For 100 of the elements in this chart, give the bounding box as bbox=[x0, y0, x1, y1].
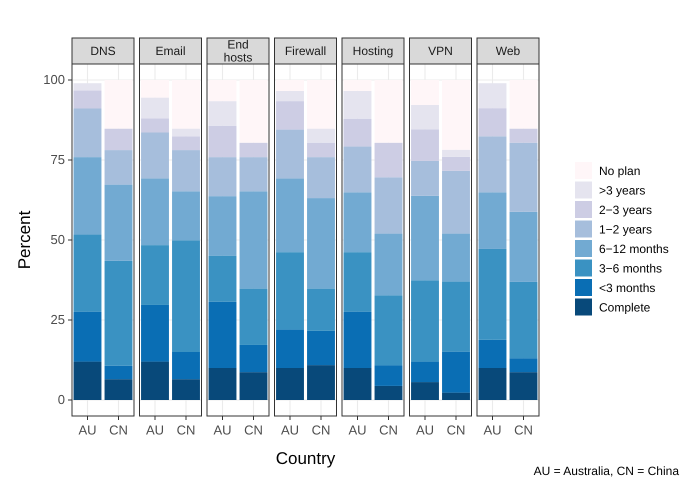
bar bbox=[172, 191, 200, 240]
bar bbox=[141, 132, 169, 179]
legend-label: >3 years bbox=[599, 184, 646, 198]
bar bbox=[478, 368, 506, 400]
x-tick-label: CN bbox=[244, 422, 263, 438]
bar bbox=[374, 177, 402, 234]
bar bbox=[240, 157, 268, 192]
bar bbox=[276, 178, 304, 252]
y-tick-label: 25 bbox=[50, 312, 65, 328]
chart-title: Email bbox=[155, 44, 186, 58]
bar bbox=[478, 192, 506, 249]
bar bbox=[510, 212, 538, 282]
bar bbox=[442, 282, 470, 352]
x-tick-label: CN bbox=[109, 422, 128, 438]
bar bbox=[411, 196, 439, 280]
bar bbox=[411, 160, 439, 196]
bar bbox=[442, 234, 470, 282]
chart-title: Web bbox=[496, 44, 521, 58]
y-tick-label: 75 bbox=[50, 152, 65, 168]
bar bbox=[276, 252, 304, 330]
bar bbox=[276, 330, 304, 368]
bar bbox=[104, 184, 132, 261]
y-axis-title: Percent bbox=[15, 210, 34, 270]
chart-title: End hosts bbox=[224, 38, 252, 64]
bar bbox=[442, 150, 470, 157]
bar bbox=[172, 352, 200, 380]
bar bbox=[374, 234, 402, 296]
bar bbox=[478, 248, 506, 340]
bar bbox=[208, 126, 236, 158]
bar bbox=[442, 352, 470, 393]
bar bbox=[344, 252, 372, 312]
bar bbox=[344, 368, 372, 400]
bar bbox=[344, 312, 372, 368]
bar bbox=[307, 80, 335, 129]
bar bbox=[307, 365, 335, 400]
bar bbox=[240, 191, 268, 289]
bar bbox=[74, 312, 102, 362]
chart-title: Hosting bbox=[352, 44, 394, 58]
bar bbox=[442, 80, 470, 150]
x-tick-label: AU bbox=[348, 422, 367, 438]
x-tick-label: AU bbox=[78, 422, 97, 438]
bar bbox=[104, 379, 132, 400]
bar bbox=[141, 118, 169, 132]
bar bbox=[74, 157, 102, 235]
bar bbox=[510, 282, 538, 358]
bar bbox=[74, 234, 102, 312]
legend-label: 1−2 years bbox=[599, 222, 652, 236]
x-tick-label: CN bbox=[312, 422, 330, 438]
bar bbox=[172, 128, 200, 136]
bar bbox=[240, 372, 268, 400]
bar bbox=[374, 80, 402, 143]
y-tick-label: 100 bbox=[43, 72, 65, 88]
bar bbox=[442, 156, 470, 171]
bar bbox=[240, 344, 268, 372]
bar bbox=[411, 382, 439, 400]
bar bbox=[141, 98, 169, 118]
bar bbox=[344, 146, 372, 192]
bar bbox=[208, 368, 236, 400]
legend-label: Complete bbox=[599, 300, 651, 314]
bar bbox=[374, 142, 402, 178]
x-tick-label: AU bbox=[416, 422, 434, 438]
bar bbox=[411, 280, 439, 362]
bar bbox=[141, 245, 169, 305]
bar bbox=[208, 196, 236, 256]
bar bbox=[307, 128, 335, 143]
legend-label: No plan bbox=[599, 164, 640, 178]
bar bbox=[104, 366, 132, 380]
bar bbox=[172, 80, 200, 129]
legend-label: 2−3 years bbox=[599, 203, 652, 217]
bar bbox=[442, 170, 470, 234]
bar bbox=[240, 80, 268, 143]
bar bbox=[276, 80, 304, 91]
x-tick-label: CN bbox=[514, 422, 533, 438]
bar bbox=[478, 108, 506, 136]
bar bbox=[344, 118, 372, 147]
bar bbox=[240, 142, 268, 158]
legend-label: <3 months bbox=[599, 281, 656, 295]
bar bbox=[104, 150, 132, 185]
bar bbox=[344, 80, 372, 91]
bar bbox=[172, 136, 200, 150]
x-tick-label: CN bbox=[446, 422, 466, 438]
legend-label: 6−12 months bbox=[599, 242, 669, 256]
bar bbox=[510, 80, 538, 129]
bar bbox=[208, 157, 236, 196]
x-tick-label: AU bbox=[280, 422, 300, 438]
bar bbox=[208, 80, 236, 102]
bar bbox=[276, 101, 304, 130]
bar bbox=[276, 130, 304, 179]
bar bbox=[411, 362, 439, 382]
bar bbox=[307, 157, 335, 198]
bar bbox=[104, 260, 132, 366]
y-tick-label: 50 bbox=[50, 232, 65, 248]
x-tick-label: AU bbox=[483, 422, 502, 438]
bar bbox=[510, 358, 538, 372]
bar bbox=[74, 362, 102, 400]
bar bbox=[172, 150, 200, 192]
bar bbox=[276, 368, 304, 400]
legend-label: 3−6 months bbox=[599, 262, 662, 276]
bar bbox=[510, 128, 538, 143]
bar bbox=[141, 80, 169, 98]
